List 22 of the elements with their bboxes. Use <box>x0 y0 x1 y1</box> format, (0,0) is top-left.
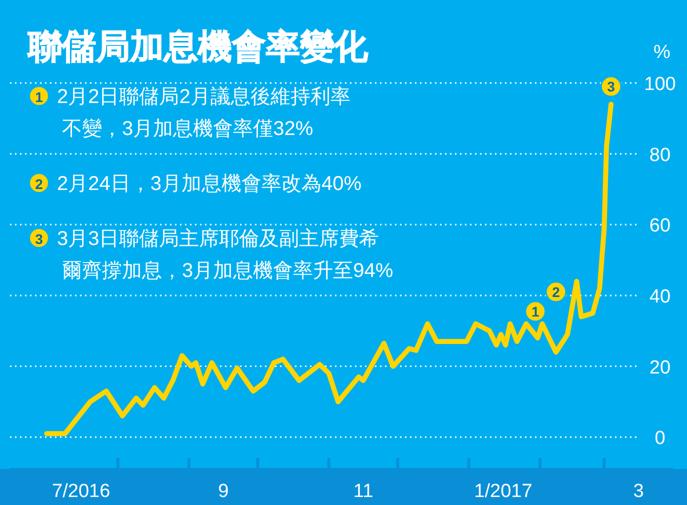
x-tick-label: 3 <box>633 481 644 502</box>
y-axis-title: % <box>654 42 671 63</box>
annotation: 3 <box>607 78 616 95</box>
number-badge: 2 <box>30 174 48 192</box>
x-tick-label: 11 <box>353 481 374 502</box>
annotation: 1 <box>531 303 540 320</box>
x-tick-label: 9 <box>218 481 229 502</box>
y-tick-label: 20 <box>649 357 671 378</box>
number-badge: 1 <box>30 87 48 105</box>
y-tick-label: 0 <box>654 428 666 450</box>
x-tick-label: 7/2016 <box>52 481 110 502</box>
y-tick-label: 60 <box>649 216 671 237</box>
annotation: 3月3日聯儲局主席耶倫及副主席費希爾齊撐加息，3月加息機會率升至94% <box>57 227 394 282</box>
y-tick-label: 40 <box>649 286 671 308</box>
y-tick-label: 80 <box>649 144 671 166</box>
number-badge: 3 <box>30 229 48 247</box>
annotation: 2 <box>552 284 560 300</box>
chart-title: 聯儲局加息機會率變化 <box>27 28 369 66</box>
y-tick-label: 100 <box>644 74 676 95</box>
annotation: 2月24日，3月加息機會率改為40% <box>57 173 362 195</box>
x-tick-label: 1/2017 <box>474 481 532 502</box>
annotation: 2月2日聯儲局2月議息後維持利率不變，3月加息機會率僅32% <box>57 86 350 140</box>
